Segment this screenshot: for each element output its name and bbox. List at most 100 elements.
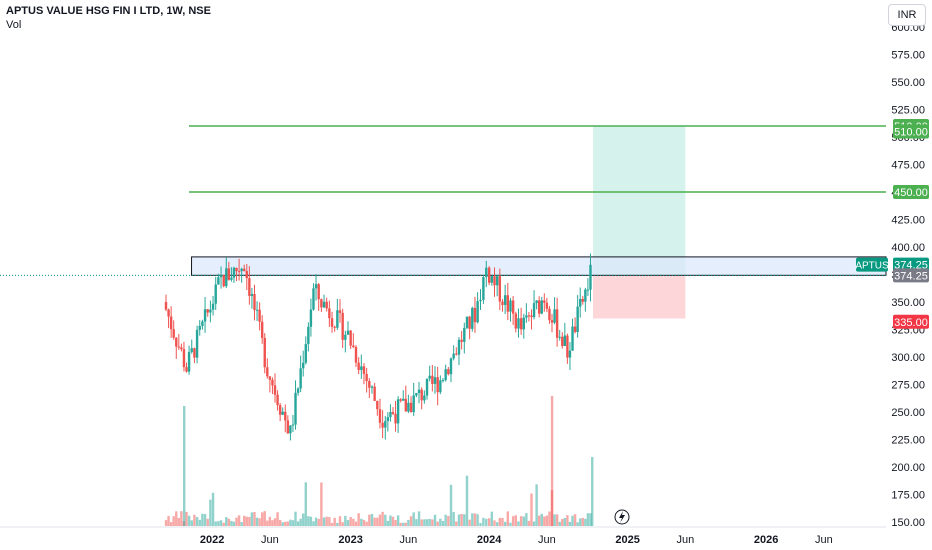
- candle-body: [187, 351, 191, 372]
- candle-body: [182, 349, 186, 368]
- candle-body: [532, 303, 536, 318]
- candle-body: [243, 268, 246, 272]
- volume-bar: [503, 521, 507, 526]
- candle-body: [447, 369, 450, 375]
- currency-button[interactable]: INR: [888, 4, 926, 26]
- candle-body: [266, 367, 269, 377]
- candle-body: [482, 277, 485, 300]
- volume-bar: [391, 516, 395, 526]
- volume-bar: [346, 520, 350, 526]
- candle-body: [471, 307, 474, 329]
- candle-body: [571, 326, 574, 351]
- volume-bar: [230, 521, 233, 526]
- candle-body: [211, 303, 215, 310]
- volume-bar: [573, 514, 577, 526]
- candle-body: [309, 309, 313, 327]
- candle-body: [255, 309, 259, 311]
- candle-body: [314, 284, 318, 289]
- volume-bar: [412, 512, 415, 526]
- volume-bar: [506, 511, 510, 526]
- candle-body: [558, 336, 561, 338]
- y-tick-label: 425.00: [891, 215, 925, 227]
- price-label-box: [893, 257, 929, 272]
- volume-bar: [357, 513, 360, 526]
- volume-bar: [253, 512, 256, 526]
- volume-bar: [175, 511, 178, 526]
- candle-body: [222, 275, 225, 287]
- volume-bar: [243, 515, 246, 526]
- volume-bar: [362, 519, 366, 526]
- y-tick-label: 350.00: [891, 297, 925, 309]
- candle-body: [457, 339, 461, 355]
- candle-body: [412, 395, 415, 413]
- candle-body: [460, 339, 463, 342]
- volume-bar: [260, 512, 264, 526]
- y-tick-label: 175.00: [891, 490, 925, 502]
- volume-bar: [433, 514, 437, 526]
- candle-body: [294, 392, 297, 425]
- volume-bar: [276, 512, 279, 526]
- candle-body: [581, 298, 584, 302]
- target-zone: [593, 126, 686, 276]
- candle-body: [278, 405, 282, 415]
- chart-header: APTUS VALUE HSG FIN I LTD, 1W, NSE Vol: [6, 5, 211, 31]
- resistance-box: [191, 256, 887, 276]
- candle-body: [185, 367, 188, 372]
- volume-bar: [460, 513, 463, 526]
- y-tick-label: 200.00: [891, 462, 925, 474]
- candle-body: [389, 412, 392, 418]
- volume-bar: [487, 518, 491, 526]
- volume-bar: [479, 522, 482, 526]
- volume-bar: [493, 520, 496, 526]
- y-tick-label: 225.00: [891, 435, 925, 447]
- volume-bar: [322, 517, 326, 526]
- price-label-text: 374.25: [894, 270, 928, 282]
- volume-bar: [180, 511, 183, 526]
- volume-bar: [219, 520, 223, 526]
- volume-bar: [214, 521, 217, 526]
- volume-bar: [441, 520, 445, 526]
- candle-body: [296, 388, 300, 393]
- candle-body: [164, 302, 168, 310]
- candle-body: [276, 394, 279, 406]
- candle-body: [506, 295, 510, 312]
- volume-bar: [452, 512, 455, 526]
- candle-body: [420, 389, 423, 401]
- candle-body: [219, 275, 223, 278]
- candle-body: [586, 289, 590, 291]
- volume-bar: [225, 517, 228, 526]
- candle-body: [384, 421, 387, 428]
- price-label-box: [893, 185, 929, 199]
- volume-bar: [198, 519, 201, 526]
- volume-bar: [519, 516, 523, 526]
- candle-body: [172, 329, 175, 338]
- candle-body: [346, 330, 350, 335]
- volume-bar: [447, 515, 450, 526]
- volume-bar: [415, 519, 418, 526]
- price-label-box: [893, 268, 929, 283]
- volume-bar: [522, 516, 525, 526]
- y-tick-label: 250.00: [891, 407, 925, 419]
- volume-bar: [540, 513, 543, 526]
- candle-body: [487, 267, 491, 283]
- volume-bar: [381, 511, 384, 526]
- volume-bar: [420, 519, 423, 526]
- volume-bar: [341, 522, 344, 526]
- volume-bar: [566, 515, 569, 526]
- candle-body: [320, 299, 323, 308]
- candle-body: [463, 327, 466, 342]
- candle-body: [317, 284, 320, 300]
- candle-body: [299, 368, 302, 389]
- volume-bar: [455, 521, 458, 526]
- candle-body: [360, 366, 363, 371]
- volume-bar: [314, 517, 318, 526]
- candle-body: [517, 318, 520, 329]
- volume-bar: [263, 511, 266, 526]
- x-tick-label: 2023: [338, 534, 362, 546]
- candle-body: [428, 375, 431, 379]
- candle-body: [433, 377, 437, 384]
- candle-body: [495, 276, 499, 286]
- volume-bar: [352, 518, 355, 526]
- candle-body: [386, 417, 390, 422]
